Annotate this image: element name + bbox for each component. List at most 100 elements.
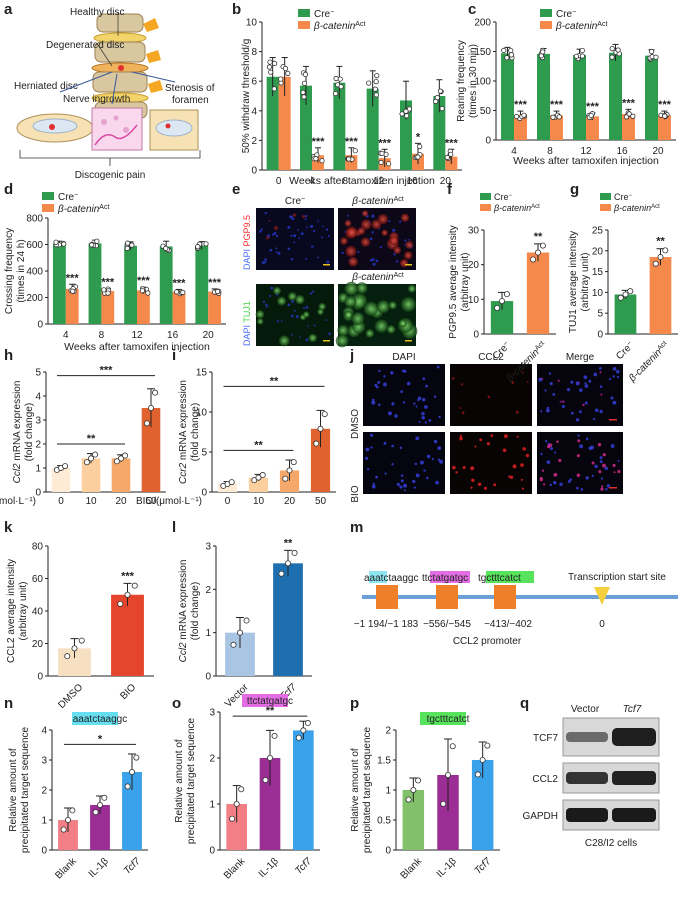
panel-letter-e: e <box>232 181 240 198</box>
comparison-label: ** <box>87 433 96 445</box>
y-tick-label: 80 <box>32 542 44 553</box>
y-tick-label: 5 <box>597 309 603 320</box>
data-point <box>64 653 71 660</box>
promoter-label: CCL2 promoter <box>453 636 522 647</box>
y-tick-label: 0 <box>41 846 47 857</box>
comparison-label: ** <box>270 375 279 387</box>
data-point <box>479 757 486 764</box>
y-axis-label: Rearing frequency(times in 30 min) <box>456 40 479 122</box>
legend-f: Cre− β-cateninAct <box>480 192 540 213</box>
legend-label-catenin: β-cateninAct <box>313 21 365 33</box>
bar <box>609 52 622 140</box>
y-tick-label: 20 <box>592 246 604 257</box>
data-point <box>97 802 104 809</box>
data-point <box>65 817 72 824</box>
y-tick-label: 0 <box>209 846 215 857</box>
legend-d: Cre− β-cateninAct <box>42 192 109 215</box>
label-j-dmso: DMSO <box>350 409 361 439</box>
data-point <box>267 59 273 65</box>
tss-marker <box>594 587 610 605</box>
x-tick-label: 10 <box>253 496 265 507</box>
panel-letter-d: d <box>4 181 13 198</box>
x-tick-label: 20 <box>115 496 127 507</box>
y-axis-label: Relative amount ofprecipitated target se… <box>8 726 31 853</box>
seq1-highlight <box>369 571 387 583</box>
legend-label-cre: Cre− <box>58 192 78 204</box>
tss-label: Transcription start site <box>568 572 666 583</box>
y-tick-label: 25 <box>592 226 604 237</box>
x-tick-label: 0 <box>58 496 64 507</box>
bar <box>573 55 586 140</box>
title-highlight <box>72 712 118 725</box>
label-q-cells: C28/I2 cells <box>585 838 637 849</box>
x-tick-label: Cre− <box>614 340 636 362</box>
data-point <box>366 80 372 86</box>
bar <box>122 772 142 850</box>
data-point <box>588 112 594 119</box>
pos3-label: −413/−402 <box>484 619 532 630</box>
y-tick-label: 15 <box>196 368 208 379</box>
y-tick-label: 10 <box>196 408 208 419</box>
legend-label-cre: Cre− <box>614 192 633 202</box>
significance-label: *** <box>445 137 459 149</box>
bar <box>649 257 672 334</box>
x-tick-label: 8 <box>547 146 553 157</box>
bar <box>65 288 79 324</box>
data-point <box>278 570 285 577</box>
spine-illustration <box>91 13 163 119</box>
data-point <box>278 76 284 82</box>
y-tick-label: 800 <box>26 214 43 225</box>
data-point <box>352 148 358 154</box>
panel-letter-q: q <box>520 695 529 712</box>
y-tick-label: 1 <box>41 816 47 827</box>
y-tick-label: 3 <box>35 416 41 427</box>
x-tick-label: 12 <box>580 146 592 157</box>
legend-swatch-catenin <box>540 21 552 29</box>
data-point <box>60 826 67 833</box>
bar <box>88 243 102 324</box>
seq2-label: ttctatgatgc <box>422 573 468 584</box>
panel-letter-o: o <box>172 695 181 712</box>
data-point <box>94 238 100 244</box>
x-tick-label: 4 <box>63 330 69 341</box>
bar <box>273 563 303 676</box>
data-point <box>195 244 201 250</box>
y-tick-label: 2 <box>209 754 215 765</box>
x-tick-label: 0 <box>225 496 231 507</box>
data-point <box>434 95 440 101</box>
bar <box>514 115 527 140</box>
legend-label-catenin: β-cateninAct <box>613 203 660 213</box>
legend-g: Cre− β-cateninAct <box>600 192 660 213</box>
bar <box>159 246 173 324</box>
data-point <box>405 796 412 803</box>
data-point <box>579 47 585 54</box>
data-point <box>521 112 527 118</box>
data-point <box>124 245 130 251</box>
data-point <box>448 151 454 157</box>
data-point <box>494 304 501 311</box>
x-tick-label: Blank <box>399 855 425 881</box>
significance-label: *** <box>312 136 326 148</box>
data-point <box>622 291 629 298</box>
label-j-dapi: DAPI <box>392 352 415 363</box>
data-point <box>180 289 186 295</box>
significance-label: *** <box>66 272 80 284</box>
significance-label: *** <box>514 99 528 111</box>
x-tick-label: 20 <box>284 496 296 507</box>
data-point <box>440 800 447 807</box>
data-point <box>406 106 413 112</box>
data-point <box>128 769 135 776</box>
data-point <box>286 467 293 474</box>
y-axis-label: Ccr2 mRNA expression(fold change) <box>178 380 201 484</box>
y-tick-label: 15 <box>592 267 604 278</box>
chart-n: 0 1 2 3 4 Relative amount ofprecipitated targ… <box>8 712 148 881</box>
data-point <box>439 105 445 112</box>
comparison-label: *** <box>100 365 114 377</box>
data-point <box>266 64 272 70</box>
data-point <box>403 108 409 114</box>
data-point <box>236 629 243 636</box>
data-point <box>203 241 209 247</box>
significance-label: *** <box>173 277 187 289</box>
data-point <box>122 452 129 459</box>
